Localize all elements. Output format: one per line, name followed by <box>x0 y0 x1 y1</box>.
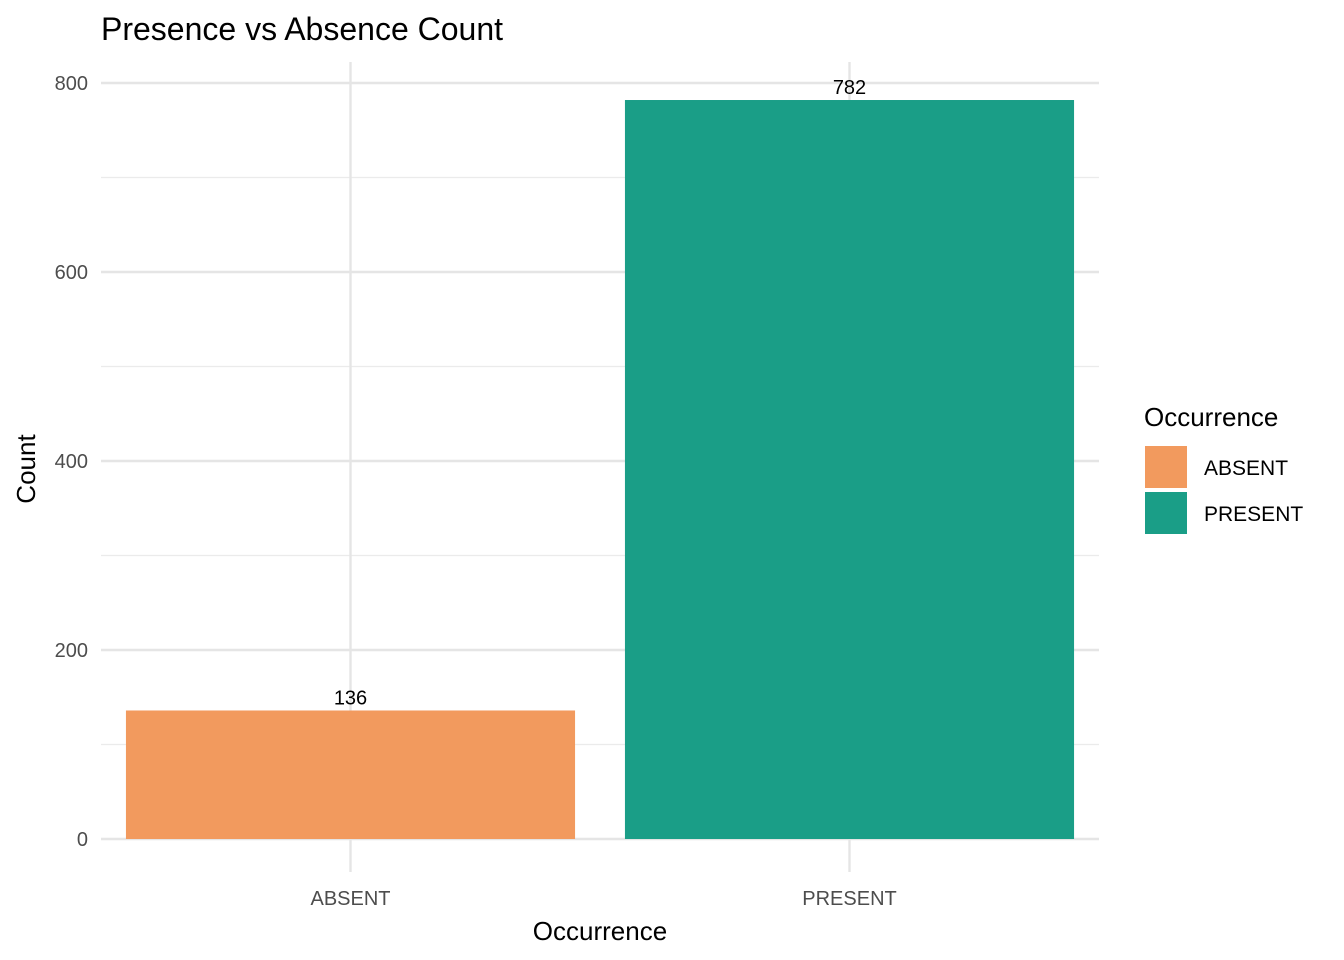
bar-absent <box>125 710 576 839</box>
chart-title: Presence vs Absence Count <box>101 11 503 47</box>
y-tick-label: 400 <box>55 451 88 473</box>
legend: Occurrence ABSENT PRESENT <box>1144 402 1303 534</box>
legend-swatch-present <box>1145 492 1187 534</box>
y-tick-label: 800 <box>55 73 88 95</box>
x-tick-label: PRESENT <box>802 888 896 910</box>
y-tick-label: 600 <box>55 262 88 284</box>
bars <box>125 100 1075 839</box>
legend-swatch-absent <box>1145 446 1187 488</box>
x-tick-label: ABSENT <box>310 888 390 910</box>
x-axis-ticks: ABSENT PRESENT <box>310 888 896 910</box>
y-axis-ticks: 0 200 400 600 800 <box>55 73 88 851</box>
legend-label-present: PRESENT <box>1204 503 1303 526</box>
bar-present <box>624 100 1075 839</box>
y-axis-title: Count <box>11 434 41 504</box>
data-label-present: 782 <box>833 77 866 99</box>
legend-label-absent: ABSENT <box>1204 457 1288 480</box>
y-tick-label: 0 <box>77 829 88 851</box>
y-tick-label: 200 <box>55 640 88 662</box>
x-axis-title: Occurrence <box>533 916 667 946</box>
data-label-absent: 136 <box>334 687 367 709</box>
legend-title: Occurrence <box>1144 402 1278 432</box>
data-labels: 136 782 <box>334 77 866 709</box>
